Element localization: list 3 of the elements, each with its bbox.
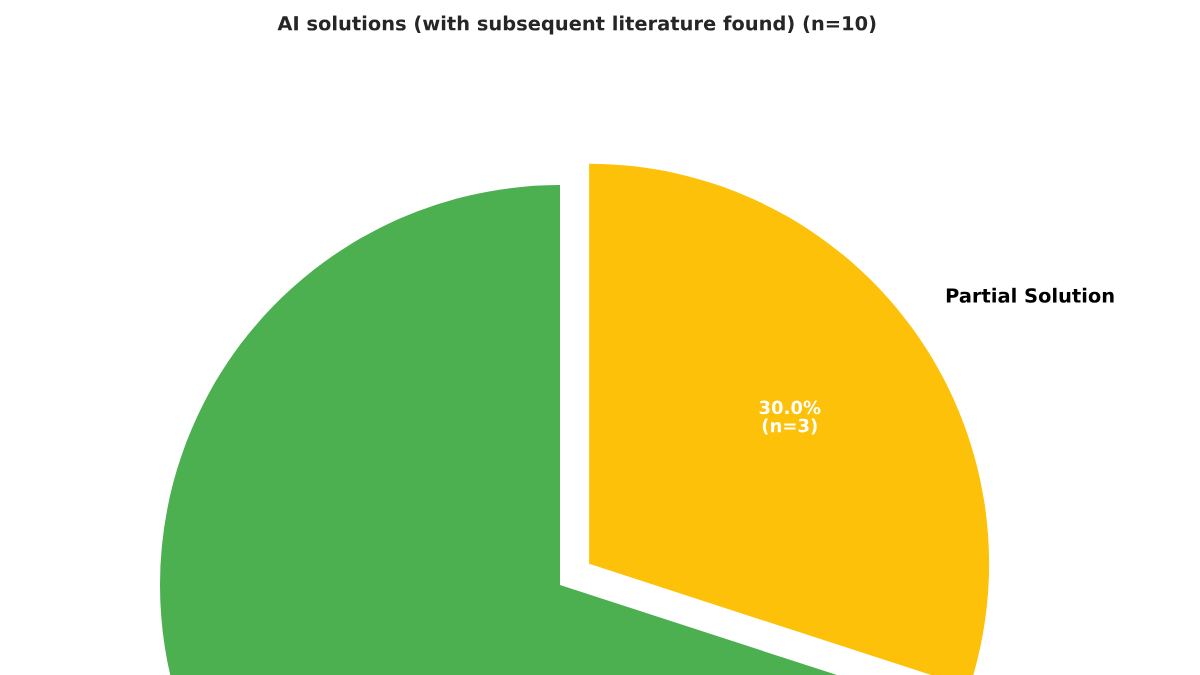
slice-label: Partial Solution xyxy=(946,287,1114,303)
data-label: 30.0% (n=3) xyxy=(759,400,821,435)
chart-title: AI solutions (with subsequent literature found) (n=10) xyxy=(277,15,876,35)
